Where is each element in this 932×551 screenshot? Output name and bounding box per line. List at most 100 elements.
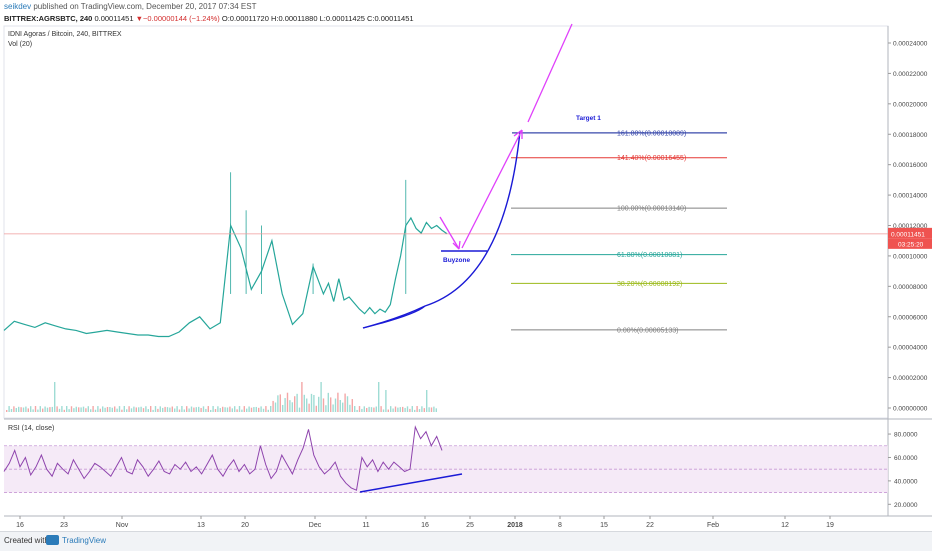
volume-bar (25, 406, 27, 412)
volume-bar (356, 409, 358, 412)
volume-bar (30, 406, 32, 412)
volume-bar (80, 407, 82, 412)
volume-bar (188, 408, 190, 412)
volume-bar (337, 392, 339, 412)
volume-bar (358, 406, 361, 412)
volume-bar (181, 406, 183, 412)
volume-bar (241, 409, 243, 412)
volume-bar (212, 406, 214, 412)
volume-bar (378, 382, 380, 412)
volume-bar (106, 406, 109, 412)
time-tick-label: 2018 (507, 522, 523, 529)
volume-bar (63, 409, 65, 412)
volume-bar (430, 407, 433, 412)
volume-bar (363, 406, 365, 412)
volume-bar (435, 408, 437, 412)
volume-bar (145, 406, 147, 412)
author-link[interactable]: seikdev (4, 2, 32, 11)
fib-level-label: 161.80%(0.00018089) (617, 130, 686, 137)
volume-bar (61, 406, 63, 412)
volume-bar (54, 382, 56, 412)
volume-bar (162, 407, 164, 412)
support-trendline (362, 305, 426, 329)
volume-bar (114, 406, 116, 412)
volume-bar (138, 407, 140, 412)
volume-bar (346, 396, 349, 412)
volume-bar (380, 406, 382, 412)
ohlc-values: O:0.00011720 H:0.00011880 L:0.00011425 C… (221, 14, 414, 23)
volume-bar (49, 407, 51, 412)
volume-bar (229, 406, 231, 412)
volume-bar (66, 406, 68, 412)
chart-title: IDNI Agoras / Bitcoin, 240, BITTREX (8, 31, 122, 38)
price-tick-label: 0.00022000 (893, 71, 928, 78)
last-price-tag (888, 227, 932, 239)
volume-bar (142, 408, 145, 412)
volume-bar (382, 409, 385, 412)
volume-bar (258, 407, 260, 412)
volume-bar (118, 406, 121, 412)
volume-bar (428, 407, 430, 412)
volume-bar (426, 390, 428, 412)
volume-bar (327, 392, 329, 412)
volume-bar (375, 406, 377, 412)
volume-bar (270, 406, 272, 412)
volume-bar (18, 406, 20, 412)
volume-bar (231, 408, 233, 412)
volume-bar (246, 408, 248, 412)
tradingview-link[interactable]: TradingView (62, 536, 107, 545)
buyzone-label: Buyzone (443, 257, 470, 264)
volume-bar (296, 393, 298, 412)
volume-bar (236, 409, 238, 412)
price-tick-label: 0.00004000 (893, 345, 928, 352)
volume-bar (284, 398, 286, 412)
last-close: 0.00011451 (94, 14, 134, 23)
volume-bar (373, 407, 375, 412)
price-tick-label: 0.00012000 (893, 223, 928, 230)
growth-curve (424, 130, 521, 307)
volume-bar (222, 406, 224, 412)
volume-bar (416, 406, 418, 412)
volume-bar (303, 394, 305, 412)
countdown-label: 03:25:20 (898, 241, 924, 248)
volume-bar (421, 406, 423, 412)
rsi-tick-label: 20.0000 (894, 502, 918, 509)
price-tick-label: 0.00008000 (893, 284, 928, 291)
volume-bar (152, 409, 154, 412)
volume-bar (198, 406, 200, 412)
volume-bar (51, 406, 53, 412)
volume-bar (387, 409, 389, 412)
pullback-arrow-head (452, 240, 461, 250)
volume-bar (171, 406, 173, 412)
volume-bar (224, 407, 226, 412)
volume-bar (330, 397, 332, 412)
chart-area[interactable]: IDNI Agoras / Bitcoin, 240, BITTREX Vol (… (0, 0, 932, 531)
time-tick-label: 20 (241, 522, 249, 529)
volume-bar (123, 406, 125, 412)
price-tick-label: 0.00024000 (893, 41, 928, 48)
volume-bar (22, 407, 25, 412)
price-tick-label: 0.00010000 (893, 253, 928, 260)
volume-bar (279, 394, 281, 412)
volume-bar (286, 392, 289, 412)
volume-bar (433, 406, 435, 412)
time-tick-label: 16 (16, 522, 24, 529)
time-tick-label: Nov (116, 522, 129, 529)
rally-arrow (461, 129, 523, 249)
tradingview-logo-icon (46, 535, 59, 545)
time-tick-label: Feb (707, 522, 719, 529)
price-series-line (3, 216, 448, 338)
volume-bar (294, 396, 296, 412)
volume-bar (116, 408, 118, 412)
fib-level-label: 38.20%(0.00008192) (617, 281, 682, 288)
volume-bar (140, 406, 142, 412)
time-tick-label: 11 (362, 522, 369, 529)
volume-bar (130, 408, 133, 412)
volume-bar (399, 407, 401, 412)
volume-bar (85, 408, 87, 412)
volume-bar (178, 409, 181, 412)
rally-arrow-head (513, 129, 523, 139)
volume-bar (361, 408, 363, 412)
volume-bar (202, 406, 205, 412)
volume-bar (253, 407, 255, 412)
